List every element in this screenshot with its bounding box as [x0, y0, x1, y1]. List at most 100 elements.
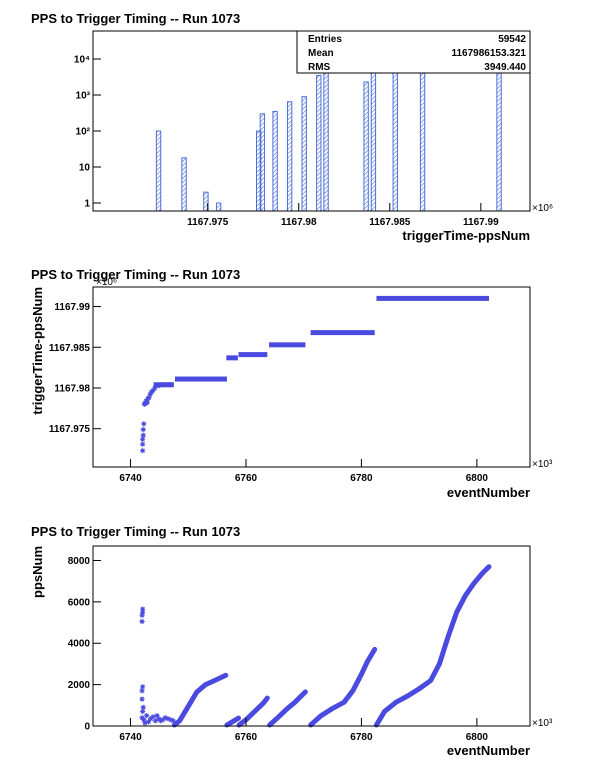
pps-point — [139, 696, 145, 702]
trigger-time-y-tick-label: 1167.98 — [54, 383, 90, 394]
histogram-x-tick-label: 1167.98 — [281, 217, 317, 228]
pps-scatter-title: PPS to Trigger Timing -- Run 1073 — [31, 524, 240, 539]
pps-point — [139, 618, 145, 625]
histogram-bar — [363, 81, 369, 212]
pps-point — [141, 717, 147, 723]
pps-point — [150, 714, 156, 720]
pps-point — [157, 718, 164, 724]
stats-box: Entries 59542 Mean 1167986153.321 RMS 39… — [296, 30, 531, 74]
histogram-x-multiplier: ×10⁶ — [532, 203, 553, 214]
trigger-time-point — [147, 391, 153, 398]
pps-point — [148, 716, 154, 722]
trigger-time-segment — [269, 342, 306, 348]
histogram-x-tick-label: 1167.99 — [463, 217, 499, 228]
trigger-time-x-tick-label: 6800 — [466, 473, 489, 484]
pps-point — [154, 713, 160, 719]
histogram-bar — [181, 157, 187, 212]
trigger-time-y-tick-label: 1167.975 — [49, 424, 91, 435]
pps-scatter-frame — [92, 545, 531, 727]
histogram-y-tick-label: 10³ — [76, 91, 91, 102]
pps-point — [140, 704, 146, 710]
pps-point — [140, 684, 146, 690]
histogram-title: PPS to Trigger Timing -- Run 1073 — [31, 11, 240, 26]
pps-curve — [373, 564, 492, 728]
trigger-time-y-axis-title: triggerTime-ppsNum — [30, 287, 45, 415]
trigger-time-point — [146, 395, 152, 401]
stats-box-frame — [296, 30, 531, 74]
trigger-time-point — [141, 421, 147, 427]
histogram-y-tick-label: 10 — [79, 163, 91, 174]
pps-curve — [171, 672, 229, 728]
histogram-axes: 1167.975 1167.98 1167.985 1167.99 1 10 10² 10³ 1… — [74, 55, 499, 228]
histogram-x-tick-label: 1167.985 — [369, 217, 411, 228]
trigger-time-scatter-axes: 6740 6760 6780 6800 1167.975 1167.98 1167.985 1… — [49, 302, 489, 484]
pps-curve — [224, 715, 241, 728]
pps-point — [168, 717, 174, 723]
trigger-time-segment — [238, 352, 268, 358]
histogram-y-tick-label: 10⁴ — [74, 55, 90, 66]
stats-mean-label: Mean — [308, 48, 334, 59]
trigger-time-x-multiplier: ×10³ — [532, 459, 553, 470]
pps-point — [142, 720, 148, 726]
trigger-time-point — [167, 382, 173, 388]
stats-entries-value: 59542 — [498, 34, 526, 45]
trigger-time-point — [156, 382, 162, 389]
trigger-time-point — [160, 382, 166, 388]
pps-scatter-panel: PPS to Trigger Timing -- Run 1073 6740 67… — [30, 524, 553, 758]
trigger-time-point — [140, 448, 146, 454]
pps-point — [140, 606, 146, 612]
trigger-time-scatter-marks — [140, 295, 490, 454]
histogram-panel: PPS to Trigger Timing -- Run 1073 1167.9… — [31, 11, 553, 243]
pps-point — [139, 612, 145, 618]
pps-x-axis-title: eventNumber — [447, 743, 530, 758]
pps-point — [145, 719, 152, 725]
histogram-bar — [286, 101, 293, 212]
pps-curve — [267, 689, 308, 728]
histogram-bar — [301, 96, 307, 212]
pps-curve — [308, 646, 378, 728]
trigger-time-x-tick-label: 6780 — [350, 473, 373, 484]
stats-rms-value: 3949.440 — [484, 62, 526, 73]
trigger-time-segment — [174, 376, 227, 382]
trigger-time-scatter-frame — [92, 286, 531, 468]
histogram-x-tick-label: 1167.975 — [187, 217, 229, 228]
histogram-bar — [370, 67, 377, 212]
pps-x-tick-label: 6780 — [350, 732, 373, 743]
pps-y-axis-title: ppsNum — [30, 546, 45, 598]
trigger-time-x-axis-title: eventNumber — [447, 485, 530, 500]
histogram-bar — [419, 55, 426, 212]
trigger-time-point — [163, 382, 169, 388]
trigger-time-scatter-panel: PPS to Trigger Timing -- Run 1073 6740 67… — [30, 267, 553, 500]
trigger-time-x-tick-label: 6740 — [119, 473, 142, 484]
pps-y-tick-label: 2000 — [68, 680, 91, 691]
trigger-time-point — [142, 400, 148, 407]
pps-point — [139, 688, 145, 694]
trigger-time-segment — [310, 330, 375, 336]
pps-curve — [236, 695, 270, 728]
pps-point — [170, 718, 176, 724]
trigger-time-point — [152, 385, 158, 391]
pps-x-tick-label: 6740 — [119, 732, 142, 743]
pps-point — [152, 718, 158, 724]
histogram-y-tick-label: 1 — [84, 199, 90, 210]
pps-x-tick-label: 6760 — [235, 732, 258, 743]
pps-point — [156, 716, 162, 722]
histogram-x-axis-title: triggerTime-ppsNum — [402, 228, 530, 243]
pps-point — [140, 609, 146, 615]
trigger-time-point — [140, 426, 146, 433]
histogram-y-tick-label: 10² — [76, 127, 91, 138]
pps-point — [162, 715, 168, 721]
stats-mean-value: 1167986153.321 — [451, 48, 526, 59]
stats-rms-label: RMS — [308, 62, 331, 73]
pps-y-tick-label: 0 — [84, 722, 90, 733]
pps-point — [144, 713, 150, 719]
pps-point — [139, 715, 145, 721]
histogram-bar — [392, 63, 398, 212]
histogram-bar — [155, 130, 162, 212]
pps-y-tick-label: 6000 — [68, 597, 91, 608]
trigger-time-point — [144, 400, 150, 406]
stats-entries-label: Entries — [308, 34, 342, 45]
trigger-time-point — [140, 441, 146, 447]
pps-point — [160, 717, 166, 723]
